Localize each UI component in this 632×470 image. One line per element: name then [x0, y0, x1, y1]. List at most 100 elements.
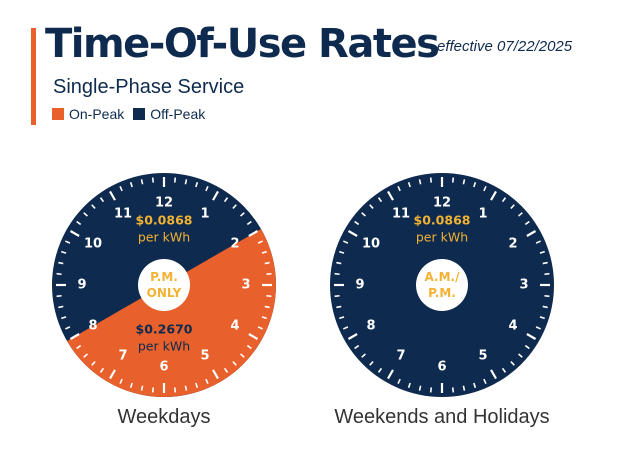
minute-tick [334, 272, 340, 276]
minute-tick [339, 316, 345, 320]
off-peak-unit: per kWh [138, 230, 190, 245]
minute-tick [407, 182, 411, 188]
hour-number-9: 9 [355, 278, 364, 293]
legend: On-Peak Off-Peak [52, 106, 214, 122]
minute-tick [119, 378, 123, 384]
minute-tick [535, 326, 541, 330]
hour-tick [69, 230, 80, 237]
minute-tick [377, 367, 383, 373]
minute-tick [407, 382, 411, 388]
minute-tick [91, 361, 96, 366]
minute-tick [473, 182, 477, 188]
minute-tick [518, 353, 523, 358]
hour-tick [69, 333, 80, 340]
minute-tick [140, 385, 144, 391]
hour-tick [248, 230, 259, 237]
minute-tick [195, 382, 199, 388]
minute-tick [257, 240, 263, 244]
minute-tick [483, 378, 487, 384]
hour-tick [490, 369, 497, 380]
minute-tick [83, 212, 88, 217]
hour-tick [109, 369, 116, 380]
off-peak-unit: per kWh [416, 230, 468, 245]
minute-tick [483, 186, 487, 192]
minute-tick [140, 179, 144, 185]
minute-tick [184, 179, 188, 185]
minute-tick [240, 212, 245, 217]
minute-tick [397, 186, 401, 192]
hour-number-8: 8 [366, 319, 375, 334]
minute-tick [205, 186, 209, 192]
minute-tick [173, 177, 177, 183]
legend-item-off-peak: Off-Peak [133, 106, 205, 122]
hour-number-12: 12 [155, 196, 173, 211]
hour-tick [347, 230, 358, 237]
hour-number-6: 6 [437, 360, 446, 375]
hour-number-3: 3 [241, 278, 250, 293]
minute-tick [223, 197, 229, 203]
minute-tick [257, 326, 263, 330]
minute-tick [339, 250, 345, 254]
hour-number-7: 7 [118, 349, 127, 364]
hour-number-4: 4 [508, 319, 517, 334]
legend-label-off-peak: Off-Peak [150, 106, 206, 122]
minute-tick [61, 250, 67, 254]
hour-number-1: 1 [478, 206, 487, 221]
minute-tick [264, 261, 270, 265]
minute-tick [544, 294, 550, 298]
hour-tick [212, 369, 219, 380]
minute-tick [173, 387, 177, 393]
off-peak-price: $0.0868 [414, 213, 471, 228]
weekday-caption: Weekdays [117, 406, 211, 428]
minute-tick [377, 197, 383, 203]
hour-tick [387, 369, 394, 380]
minute-tick [462, 179, 466, 185]
hour-number-6: 6 [159, 360, 168, 375]
minute-tick [462, 385, 466, 391]
minute-tick [99, 197, 105, 203]
minute-tick [354, 344, 360, 350]
dial-center [138, 259, 190, 311]
hour-number-8: 8 [88, 319, 97, 334]
minute-tick [58, 305, 64, 309]
minute-tick [418, 179, 422, 185]
minute-tick [246, 344, 252, 350]
on-peak-swatch [52, 108, 64, 120]
minute-tick [539, 250, 545, 254]
minute-tick [518, 212, 523, 217]
minute-tick [264, 305, 270, 309]
hour-tick [347, 333, 358, 340]
minute-tick [535, 240, 541, 244]
minute-tick [501, 197, 507, 203]
hour-tick [387, 190, 394, 201]
on-peak-unit: per kWh [138, 339, 190, 354]
off-peak-swatch [133, 108, 146, 120]
minute-tick [232, 361, 237, 366]
minute-tick [129, 182, 133, 188]
minute-tick [246, 220, 252, 226]
hour-number-2: 2 [230, 237, 239, 252]
minute-tick [65, 240, 71, 244]
hour-number-5: 5 [478, 349, 487, 364]
hour-number-11: 11 [392, 206, 410, 221]
minute-tick [542, 261, 548, 265]
dial-center [416, 259, 468, 311]
hour-tick [248, 333, 259, 340]
weekend-caption: Weekends and Holidays [334, 406, 550, 428]
center-label-line-1: P.M. [150, 270, 178, 284]
minute-tick [343, 240, 349, 244]
hour-number-5: 5 [200, 349, 209, 364]
effective-date: effective 07/22/2025 [437, 38, 573, 55]
minute-tick [334, 294, 340, 298]
minute-tick [76, 220, 82, 226]
center-label-line-1: A.M./ [425, 270, 461, 284]
minute-tick [151, 387, 155, 393]
minute-tick [76, 344, 82, 350]
minute-tick [336, 305, 342, 309]
minute-tick [343, 326, 349, 330]
hour-number-3: 3 [519, 278, 528, 293]
minute-tick [261, 316, 267, 320]
